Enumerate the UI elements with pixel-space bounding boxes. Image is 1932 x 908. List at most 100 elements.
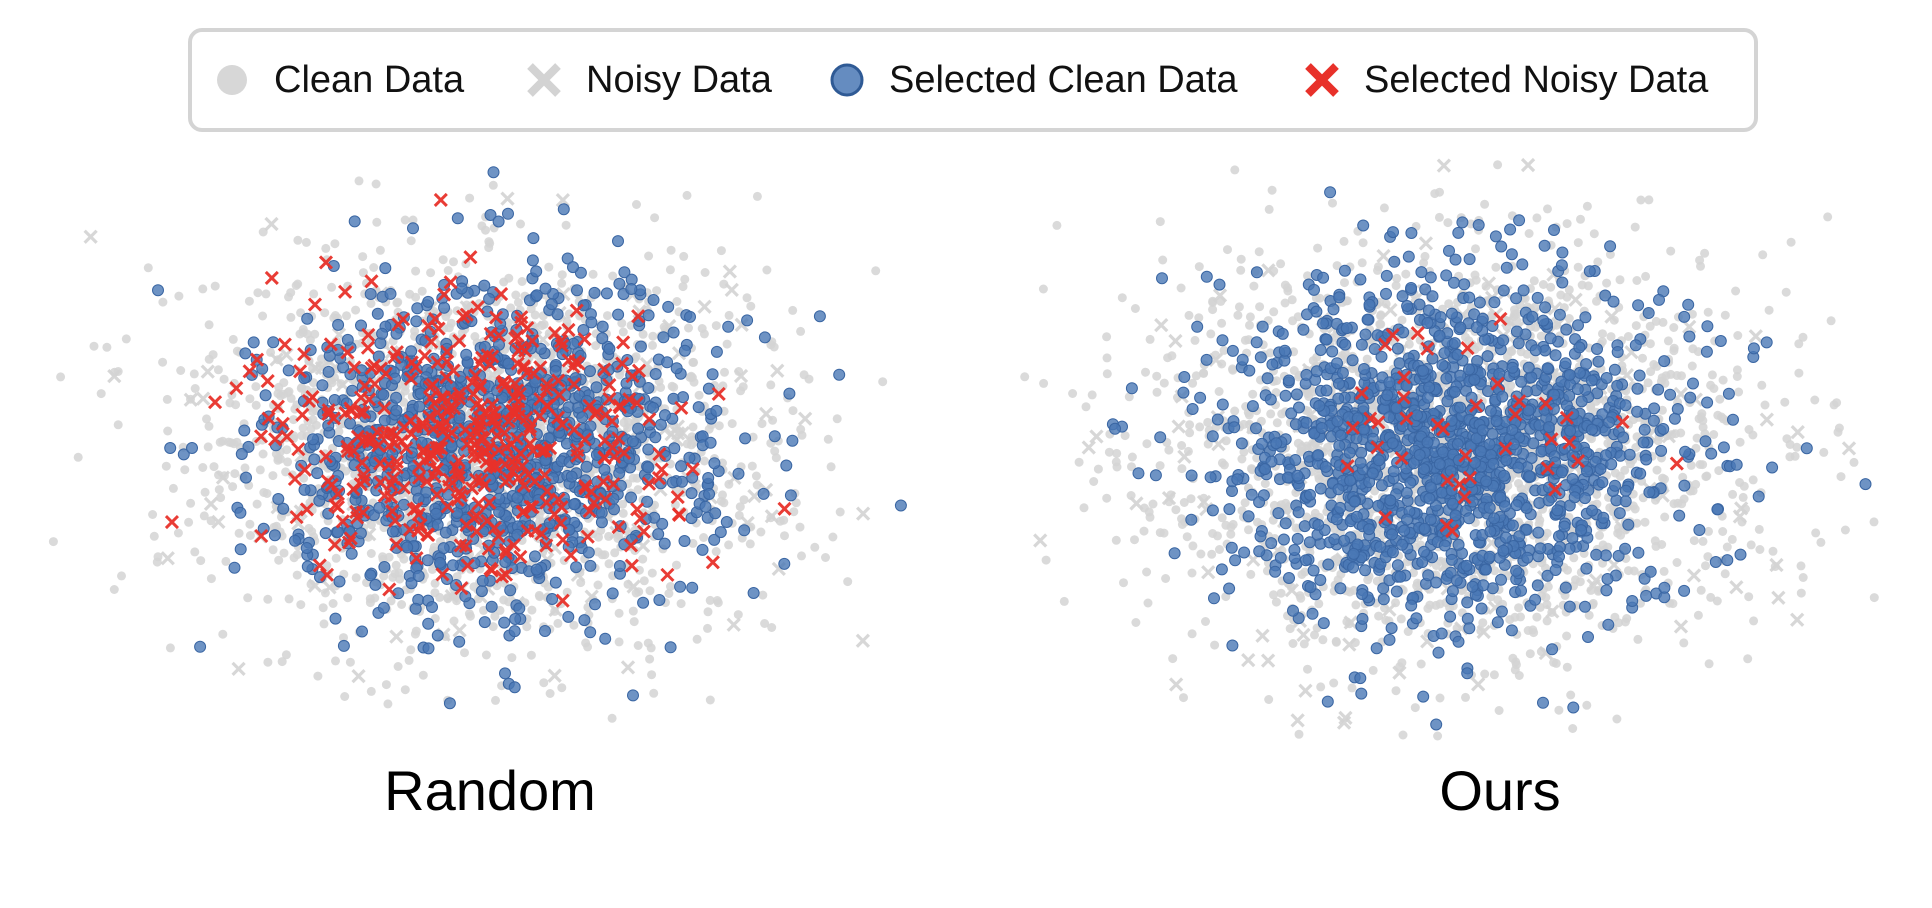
selected-clean-data-point [577,324,590,336]
clean-data-point [1727,534,1737,544]
clean-data-point [1300,567,1310,577]
selected-noisy-data-point [433,192,448,208]
clean-data-point [1704,526,1713,536]
selected-clean-data-point [613,467,626,480]
clean-data-point [522,622,532,632]
clean-data-point [1130,304,1140,313]
selected-clean-data-point [511,491,524,504]
clean-data-point [330,239,340,249]
clean-data-point [1786,237,1796,247]
clean-data-point [1489,670,1499,680]
clean-data-point [1714,466,1724,476]
selected-clean-data-point [348,215,361,228]
clean-data-point [251,382,261,392]
selected-clean-data-point [551,308,564,321]
clean-data-point [1643,378,1653,388]
selected-noisy-data-point [277,337,292,352]
selected-clean-data-point [606,587,619,600]
selected-noisy-data-point [633,511,648,526]
clean-data-point [281,467,291,477]
selected-clean-data-point [482,539,495,552]
selected-clean-data-point [345,547,358,560]
noisy-data-point [547,668,562,683]
clean-data-point [1127,452,1137,462]
selected-clean-data-point [595,516,608,529]
selected-clean-data-point [625,283,638,295]
selected-clean-data-point [738,524,751,537]
selected-noisy-data-point [319,567,335,582]
clean-data-point [1754,524,1764,534]
selected-clean-data-point [783,387,796,400]
clean-data-point [692,634,702,644]
clean-data-point [1185,420,1195,430]
clean-data-point [714,421,724,431]
clean-data-point [703,623,712,633]
selected-clean-data-point [784,489,797,502]
clean-data-point [1271,597,1281,607]
clean-data-point [411,266,421,276]
clean-data-point [1089,477,1099,486]
selected-noisy-data-point [404,355,419,370]
selected-noisy-data-point [412,459,427,474]
clean-data-point [292,550,302,560]
clean-data-point [516,219,525,229]
selected-clean-data-point [434,556,446,569]
clean-data-point [375,245,385,255]
selected-clean-data-point [492,215,505,228]
clean-data-point [1164,445,1174,455]
selected-noisy-data-point [671,507,686,522]
clean-data-point [89,341,99,351]
clean-data-point [1700,248,1710,258]
clean-data-point [435,592,445,602]
selected-clean-data-point [584,626,597,639]
selected-noisy-data-point [483,451,498,466]
clean-data-point [490,611,500,621]
clean-data-point [488,180,498,190]
selected-clean-data-point [678,535,691,547]
selected-noisy-data-point [516,359,531,374]
selected-clean-data-point [316,379,329,392]
clean-data-point [252,499,262,509]
selected-clean-data-point [589,598,601,611]
selected-noisy-data-point [264,270,279,285]
clean-data-point [1247,464,1256,474]
selected-noisy-data-point [540,377,555,392]
clean-data-point [788,305,798,315]
selected-clean-data-point [612,235,624,248]
selected-noisy-data-point [340,439,355,454]
selected-noisy-data-point [629,395,645,411]
clean-data-point [1698,536,1708,546]
clean-data-point [1641,271,1651,281]
clean-data-point [1177,514,1186,524]
clean-data-point [507,653,517,663]
selected-noisy-data-point [318,449,333,464]
selected-noisy-data-point [440,499,455,514]
clean-data-point [1669,323,1679,332]
clean-data-point [705,695,715,705]
selected-clean-data-point [439,526,452,539]
clean-data-point [629,617,639,627]
selected-clean-data-point [268,529,281,542]
clean-data-point [727,419,737,429]
clean-data-point [243,593,253,603]
clean-data-point [647,670,657,680]
clean-data-point [318,603,328,613]
clean-data-point [1171,505,1181,515]
selected-noisy-data-point [384,490,399,505]
selected-clean-data-point [664,641,677,654]
selected-noisy-data-point [516,504,531,519]
selected-clean-data-point [373,501,386,514]
clean-data-point [351,305,361,315]
selected-noisy-data-point [533,360,548,375]
clean-data-point [583,642,593,652]
selected-noisy-data-point [453,488,468,503]
selected-clean-data-point [319,527,332,540]
clean-data-point [1645,339,1655,349]
clean-data-point [488,622,498,632]
selected-noisy-data-point [429,487,445,502]
selected-clean-data-point [333,575,346,588]
clean-data-point [152,557,162,567]
clean-data-point [699,533,709,542]
clean-data-point [196,556,206,566]
clean-data-point [1357,258,1367,268]
